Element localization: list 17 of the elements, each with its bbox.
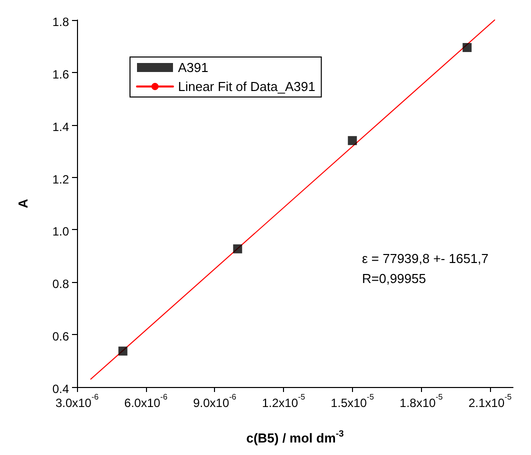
point — [118, 346, 128, 356]
y-tick-label: 1.0 — [52, 224, 70, 239]
y-tick-label: 0.4 — [52, 382, 70, 396]
point — [348, 136, 357, 146]
legend-label: A391 — [178, 60, 208, 75]
legend-label: Linear Fit of Data_A391 — [178, 79, 316, 94]
y-tick-label: 0.6 — [52, 330, 70, 344]
y-tick-label: 1.4 — [52, 120, 70, 134]
y-tick-label: 1.8 — [52, 15, 70, 29]
point — [462, 43, 472, 52]
y-tick-label: 0.8 — [52, 277, 70, 292]
y-tick-label: 1.6 — [52, 67, 70, 82]
annotation: ε = 77939,8 +- 1651,7 — [362, 251, 489, 266]
y-tick-label: 1.2 — [52, 172, 70, 186]
annotation: R=0,99955 — [362, 271, 426, 286]
y-axis-title: A — [16, 198, 30, 208]
point — [233, 244, 242, 254]
